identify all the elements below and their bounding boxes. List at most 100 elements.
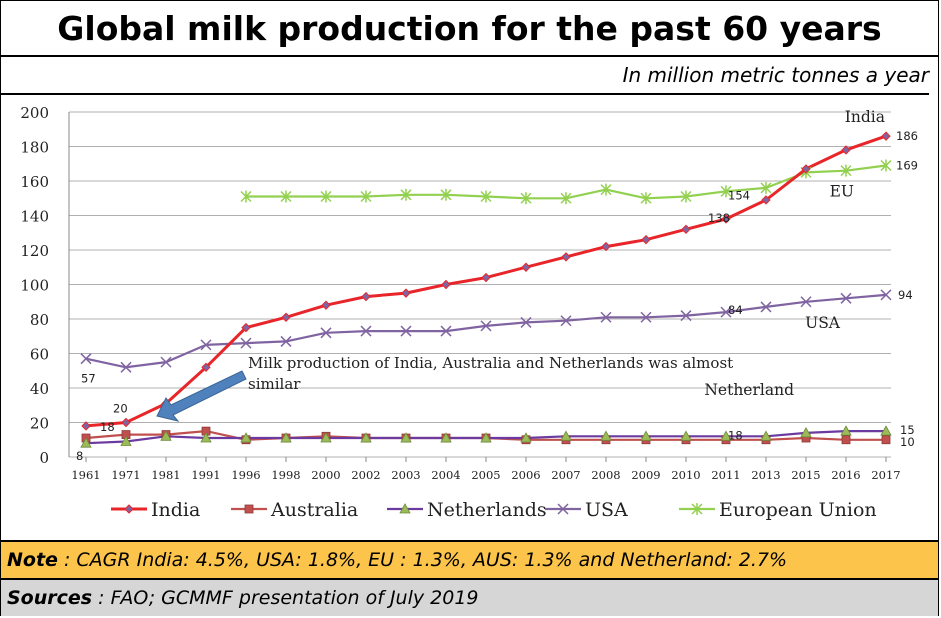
legend-label: Netherlands xyxy=(427,499,547,521)
marker-india xyxy=(521,262,531,272)
marker-european-union xyxy=(760,181,772,194)
marker-usa xyxy=(160,356,172,368)
series-label: Netherland xyxy=(704,381,794,399)
marker-india xyxy=(241,322,251,333)
x-tick-label: 2017 xyxy=(871,468,900,482)
marker-netherlands xyxy=(400,432,412,443)
x-tick-label: 2005 xyxy=(471,468,500,482)
marker-usa xyxy=(440,325,452,337)
x-tick-label: 2006 xyxy=(511,468,540,482)
legend: India Australia Netherlands USA European Uni… xyxy=(111,499,877,521)
y-tick-label: 180 xyxy=(20,139,49,157)
marker-usa xyxy=(360,325,372,337)
legend-marker xyxy=(691,503,703,515)
x-tick-label: 2016 xyxy=(831,468,860,482)
annotation-line-1: Milk production of India, Australia and … xyxy=(248,354,733,372)
data-label: 84 xyxy=(728,303,743,317)
marker-netherlands xyxy=(520,432,532,443)
marker-netherlands xyxy=(200,432,212,443)
marker-netherlands xyxy=(480,432,492,443)
data-label: 138 xyxy=(708,211,730,225)
y-tick-label: 200 xyxy=(20,104,49,122)
data-label: 18 xyxy=(728,428,743,442)
data-label: 10 xyxy=(900,435,915,449)
y-tick-label: 100 xyxy=(20,277,49,295)
data-label: 186 xyxy=(896,129,918,143)
y-tick-label: 140 xyxy=(20,208,49,226)
x-tick-label: 2013 xyxy=(751,468,780,482)
grid-lines xyxy=(68,111,891,458)
note-text: : CAGR India: 4.5%, USA: 1.8%, EU : 1.3%… xyxy=(57,549,788,571)
marker-european-union xyxy=(560,192,572,205)
marker-netherlands xyxy=(440,432,452,443)
data-label: 15 xyxy=(900,423,915,437)
data-label: 169 xyxy=(896,158,918,172)
legend-label: Australia xyxy=(270,499,358,521)
annotation-line-2: similar xyxy=(248,375,301,393)
marker-india xyxy=(121,417,131,428)
data-label: 154 xyxy=(728,188,750,202)
marker-india xyxy=(361,291,371,302)
marker-india xyxy=(681,224,691,235)
chart-subtitle: In million metric tonnes a year xyxy=(1,57,929,95)
marker-usa xyxy=(320,327,332,339)
marker-netherlands xyxy=(160,430,172,441)
marker-netherlands xyxy=(680,430,692,441)
marker-european-union xyxy=(720,185,732,198)
marker-usa xyxy=(640,311,652,323)
marker-netherlands xyxy=(280,432,292,443)
sources-text: : FAO; GCMMF presentation of July 2019 xyxy=(92,587,479,609)
marker-australia xyxy=(881,435,891,445)
y-tick-label: 120 xyxy=(20,242,49,260)
marker-usa xyxy=(400,325,412,337)
marker-netherlands xyxy=(80,437,92,448)
legend-label: USA xyxy=(585,499,628,521)
y-tick-label: 40 xyxy=(30,380,49,398)
marker-usa xyxy=(520,316,532,328)
marker-european-union xyxy=(400,188,412,201)
chart-title: Global milk production for the past 60 y… xyxy=(1,1,938,57)
y-axis-ticks: 0 20 40 60 80 100 120 140 160 180 200 xyxy=(20,104,49,467)
marker-european-union xyxy=(480,190,492,203)
x-tick-label: 2003 xyxy=(391,468,420,482)
series-label: USA xyxy=(805,314,841,332)
marker-netherlands xyxy=(320,432,332,443)
annotation: Milk production of India, Australia and … xyxy=(156,354,733,422)
marker-usa xyxy=(800,296,812,308)
note-bar: Note : CAGR India: 4.5%, USA: 1.8%, EU :… xyxy=(1,540,938,580)
marker-india xyxy=(801,164,811,174)
marker-netherlands xyxy=(600,430,612,441)
data-label: 94 xyxy=(898,288,913,302)
marker-european-union xyxy=(600,183,612,196)
marker-european-union xyxy=(840,164,852,177)
y-tick-label: 80 xyxy=(30,311,49,329)
marker-india xyxy=(481,272,491,283)
marker-india xyxy=(321,300,331,310)
legend-label: India xyxy=(151,499,200,521)
data-label: 8 xyxy=(76,449,83,463)
note-label: Note xyxy=(7,549,58,571)
marker-india xyxy=(641,234,651,245)
marker-european-union xyxy=(880,159,892,172)
x-tick-label: 2011 xyxy=(711,468,740,482)
marker-usa xyxy=(680,310,692,322)
marker-india xyxy=(841,145,851,155)
marker-india xyxy=(81,421,91,431)
marker-usa xyxy=(880,289,892,301)
marker-india xyxy=(441,279,451,290)
x-axis-ticks: 1961 1971 1981 1991 1996 1998 2000 2002 2003 2004… xyxy=(71,457,901,482)
marker-india xyxy=(721,214,731,224)
marker-netherlands xyxy=(720,430,732,441)
y-tick-label: 160 xyxy=(20,173,49,191)
marker-netherlands xyxy=(800,427,812,438)
x-tick-label: 2000 xyxy=(311,468,340,482)
marker-european-union xyxy=(520,192,532,205)
legend-marker xyxy=(244,504,254,514)
marker-netherlands xyxy=(840,425,852,436)
marker-usa xyxy=(80,353,92,365)
marker-india xyxy=(601,241,611,252)
legend-marker xyxy=(557,503,569,515)
series-markers xyxy=(80,131,892,448)
data-label: 57 xyxy=(81,372,96,386)
